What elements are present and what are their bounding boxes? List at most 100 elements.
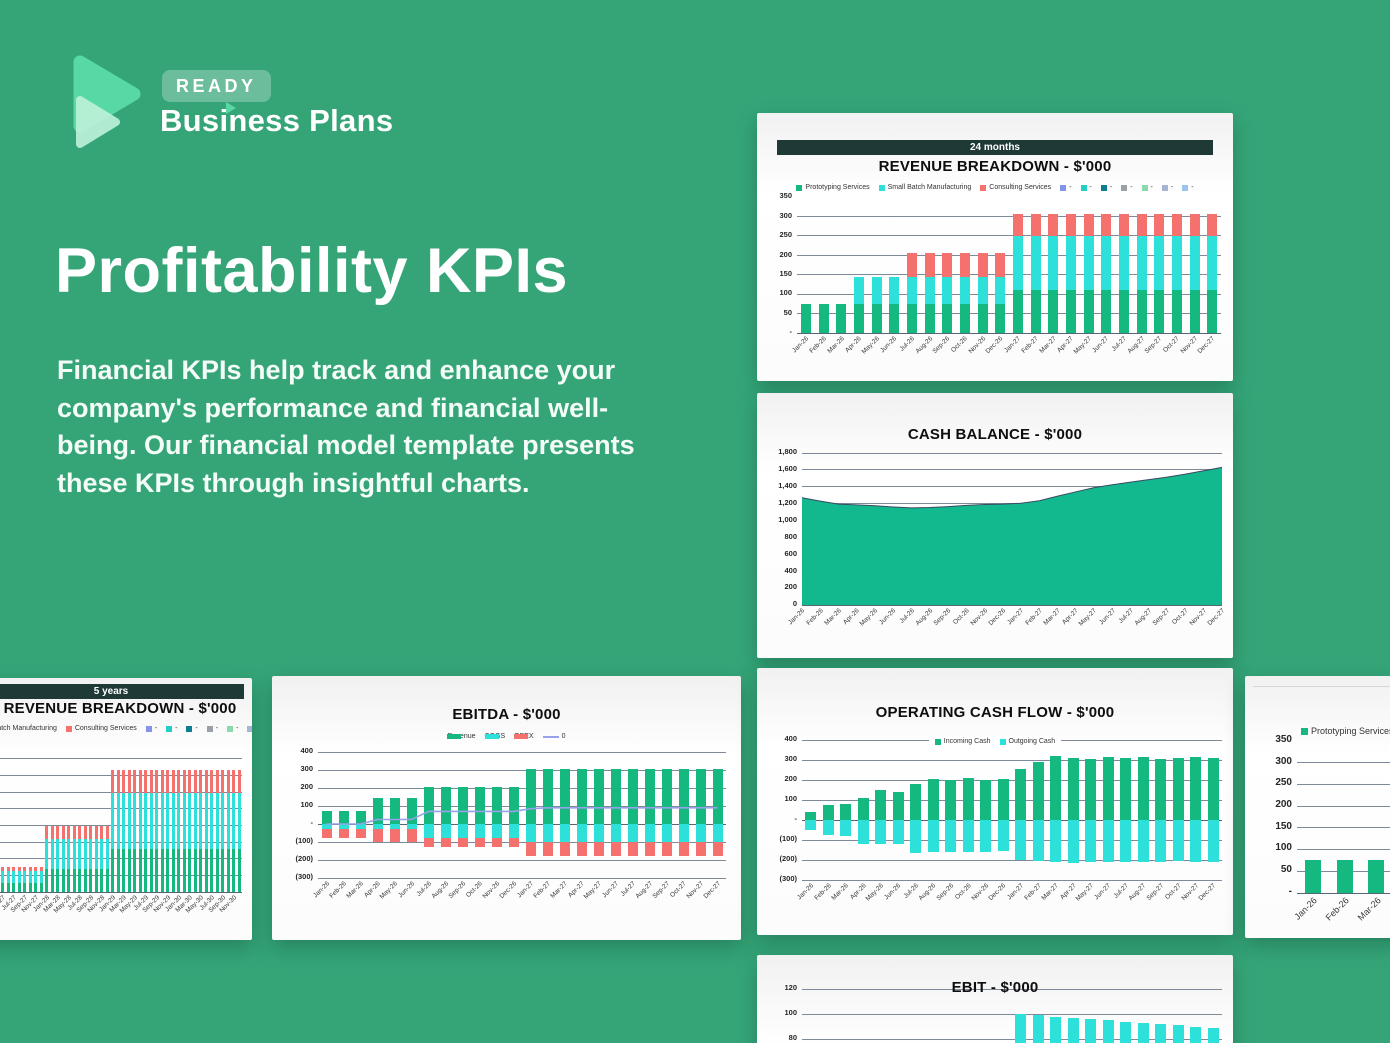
panel-revenue-breakdown-5y: 5 years REVENUE BREAKDOWN - $'000 Protot… [0, 678, 252, 940]
bar-segment [661, 769, 672, 824]
bar-segment [995, 303, 1006, 333]
bar-segment [122, 770, 126, 794]
legend-item: Outgoing Cash [999, 737, 1055, 746]
bar-segment [980, 780, 992, 820]
bar-segment [508, 824, 519, 838]
legend-items: Incoming Cash Outgoing Cash [928, 736, 1062, 747]
bar-segment [559, 769, 570, 824]
legend-item: Incoming Cash [934, 737, 991, 746]
gridline [1297, 762, 1390, 764]
bar-segment [61, 838, 65, 869]
bar-segment [1101, 214, 1112, 236]
x-tick-label: Oct-26 [953, 882, 973, 902]
bar-segment [1, 871, 5, 883]
x-tick-label: Jan-26 [311, 880, 331, 900]
bar-segment [160, 793, 164, 849]
bar-segment [1137, 1022, 1149, 1043]
bar-segment [12, 882, 16, 892]
legend-swatch-icon [166, 725, 173, 732]
legend-item-extra: - [247, 724, 252, 733]
bar-segment [627, 769, 638, 824]
bar-segment [593, 824, 604, 842]
bar-segment [226, 848, 230, 892]
y-tick-label: 1,800 [778, 447, 797, 457]
x-tick-label: Jan-27 [1006, 607, 1026, 627]
bar-segment [1171, 235, 1182, 291]
x-tick-label: Sep-26 [446, 880, 467, 901]
bar-segment [474, 824, 485, 838]
bar-segment [144, 793, 148, 849]
x-tick-label: Nov-27 [1178, 335, 1199, 356]
x-tick-label: Feb-27 [1020, 335, 1040, 355]
bar-segment [440, 787, 451, 824]
bar-segment [199, 848, 203, 892]
bar-segment [111, 770, 115, 794]
bar-segment [959, 276, 970, 304]
gridline [802, 988, 1222, 990]
bar-segment [177, 793, 181, 849]
y-tick-label: 80 [788, 1033, 797, 1043]
gridline [797, 215, 1221, 217]
bar-segment [83, 826, 87, 839]
bar-segment [100, 868, 104, 892]
chart-plot-area: 35030025020015010050-Jan-26Feb-26Mar-26A… [1275, 734, 1390, 923]
bar-segment [193, 848, 197, 892]
x-tick-label: May-27 [1078, 607, 1099, 628]
bar-segment [1137, 757, 1149, 820]
legend-label: - [1150, 184, 1153, 191]
bar-segment [962, 778, 974, 820]
bar-segment [423, 824, 434, 838]
gridline [0, 841, 242, 843]
x-tick-label: Dec-27 [1196, 335, 1217, 356]
legend-item: Prototyping Services [796, 183, 870, 192]
bar-segment [232, 793, 236, 849]
legend-label: Small Batch Manufacturing [887, 184, 972, 191]
x-tick-label: Feb-26 [1323, 895, 1351, 923]
bar-segment [149, 848, 153, 892]
bar-segment [215, 848, 219, 892]
bar-segment [171, 793, 175, 849]
legend-label: - [1089, 184, 1092, 191]
bar-segment [875, 820, 887, 844]
x-tick-label: Nov-27 [684, 880, 705, 901]
bar-segment [188, 848, 192, 892]
gridline [797, 293, 1221, 295]
legend-item-extra: - [1141, 183, 1153, 192]
bar-segment [138, 848, 142, 892]
bar-segment [100, 838, 104, 869]
legend-item-extra: - [1100, 183, 1112, 192]
bar-segment [94, 826, 98, 839]
y-tick-label: 250 [779, 230, 792, 240]
bar-segment [1050, 756, 1062, 820]
legend-item: Revenue [447, 732, 476, 741]
y-tick-label: 100 [300, 800, 313, 810]
bar-segment [199, 793, 203, 849]
bar-segment [12, 866, 16, 872]
x-tick-label: Dec-26 [987, 882, 1008, 903]
bar-segment [1050, 1016, 1062, 1043]
bar-segment [1067, 1017, 1079, 1043]
bar-segment [695, 824, 706, 842]
x-axis-line [802, 604, 1222, 606]
bar-segment [122, 848, 126, 892]
y-tick-label: 250 [1275, 777, 1292, 789]
x-tick-label: Feb-27 [1024, 607, 1044, 627]
bar-segment [144, 770, 148, 794]
bar-segment [1171, 214, 1182, 236]
gridline [802, 799, 1222, 801]
bar-segment [406, 797, 417, 824]
bar-segment [840, 820, 852, 836]
bar-segment [942, 276, 953, 304]
legend-swatch-icon [1301, 728, 1308, 735]
legend-swatch-icon [999, 738, 1006, 745]
bar-segment [177, 770, 181, 794]
bar-segment [805, 820, 817, 830]
gridline [318, 751, 726, 753]
bar-segment [559, 824, 570, 842]
y-tick-label: 1,600 [778, 464, 797, 474]
x-tick-label: Sep-27 [1151, 607, 1172, 628]
bar-segment [1207, 235, 1218, 291]
bar-segment [1102, 820, 1114, 862]
legend-label: - [1170, 184, 1174, 191]
legend-swatch-icon [796, 184, 803, 191]
